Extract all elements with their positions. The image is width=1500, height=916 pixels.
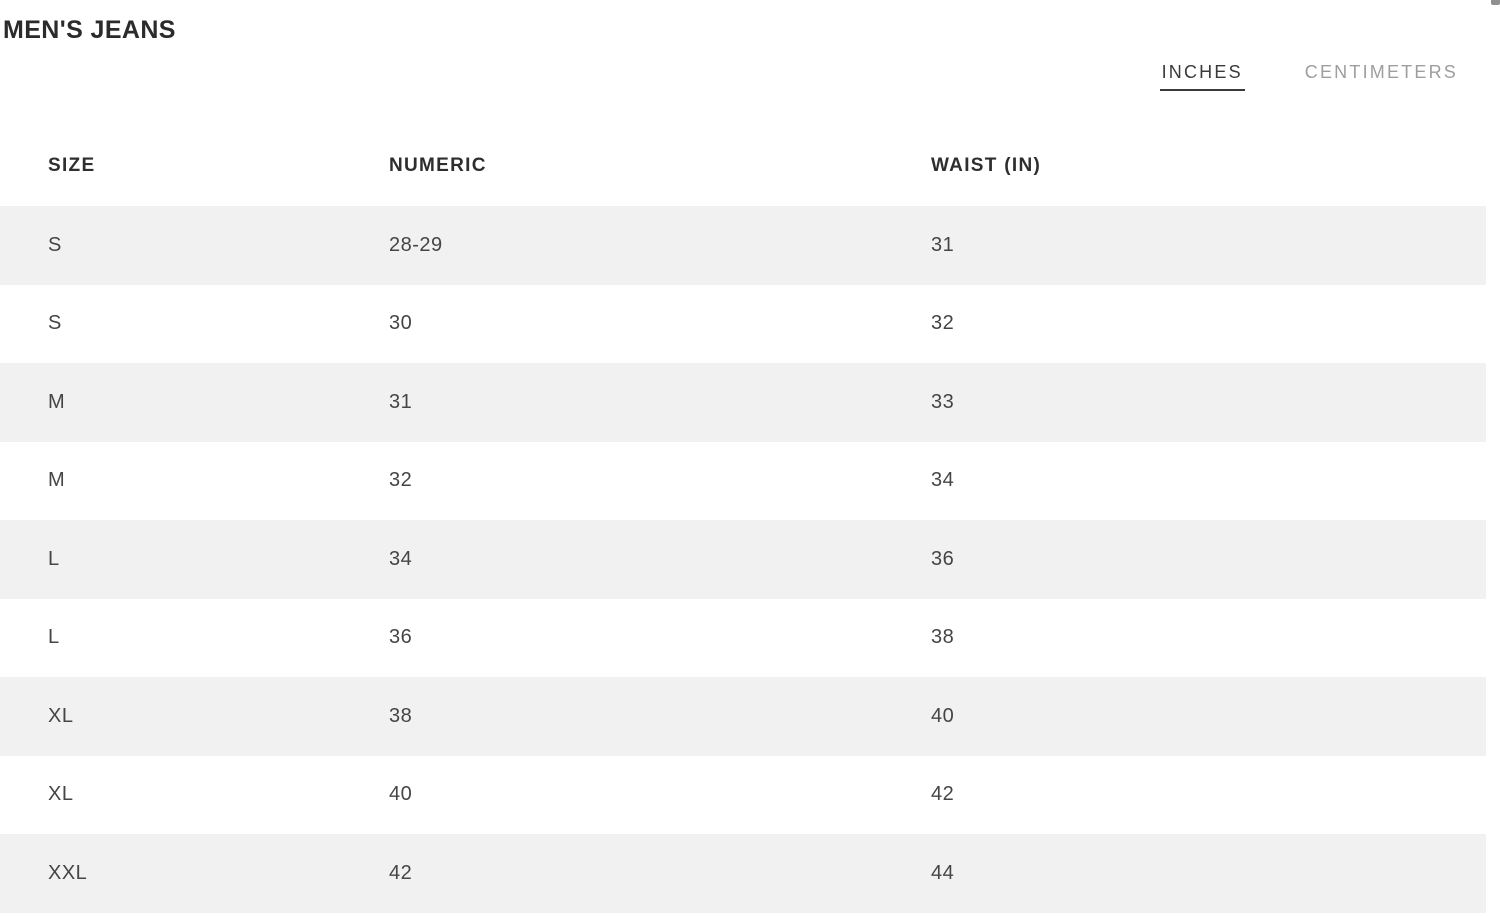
table-row: M 31 33	[0, 363, 1486, 442]
cell-waist: 34	[931, 469, 955, 492]
cell-size: S	[48, 312, 62, 335]
cell-waist: 36	[931, 547, 955, 570]
unit-toggle: INCHES CENTIMETERS	[1159, 62, 1460, 91]
cell-numeric: 32	[389, 469, 413, 492]
column-header-numeric: NUMERIC	[389, 155, 487, 176]
unit-centimeters-button[interactable]: CENTIMETERS	[1303, 62, 1460, 91]
cell-waist: 33	[931, 390, 955, 413]
cell-size: XL	[48, 783, 74, 806]
cell-size: S	[48, 233, 62, 256]
cell-size: M	[48, 469, 66, 492]
table-row: M 32 34	[0, 442, 1486, 521]
table-row: L 36 38	[0, 599, 1486, 678]
cell-waist: 32	[931, 312, 955, 335]
cell-numeric: 38	[389, 704, 413, 727]
size-table: SIZE NUMERIC WAIST (IN) S 28-29 31 S 30 …	[0, 140, 1486, 913]
scrollbar-thumb[interactable]	[1491, 0, 1500, 5]
table-row: S 30 32	[0, 285, 1486, 364]
column-header-size: SIZE	[48, 155, 96, 176]
cell-waist: 38	[931, 626, 955, 649]
cell-waist: 44	[931, 861, 955, 884]
table-body: S 28-29 31 S 30 32 M 31 33 M 32 34 L 34 …	[0, 206, 1486, 913]
cell-numeric: 31	[389, 390, 413, 413]
cell-numeric: 28-29	[389, 233, 443, 256]
page-title: MEN'S JEANS	[3, 16, 176, 44]
cell-numeric: 36	[389, 626, 413, 649]
cell-waist: 40	[931, 704, 955, 727]
table-header-row: SIZE NUMERIC WAIST (IN)	[0, 140, 1486, 192]
cell-numeric: 34	[389, 547, 413, 570]
cell-numeric: 30	[389, 312, 413, 335]
cell-size: XXL	[48, 861, 88, 884]
table-row: S 28-29 31	[0, 206, 1486, 285]
cell-size: XL	[48, 704, 74, 727]
cell-waist: 31	[931, 233, 955, 256]
table-row: XL 38 40	[0, 677, 1486, 756]
cell-size: L	[48, 626, 60, 649]
unit-inches-button[interactable]: INCHES	[1159, 62, 1245, 91]
cell-waist: 42	[931, 783, 955, 806]
table-row: XL 40 42	[0, 756, 1486, 835]
table-row: XXL 42 44	[0, 834, 1486, 913]
cell-size: M	[48, 390, 66, 413]
table-row: L 34 36	[0, 520, 1486, 599]
cell-numeric: 40	[389, 783, 413, 806]
cell-numeric: 42	[389, 861, 413, 884]
cell-size: L	[48, 547, 60, 570]
column-header-waist: WAIST (IN)	[931, 155, 1042, 176]
